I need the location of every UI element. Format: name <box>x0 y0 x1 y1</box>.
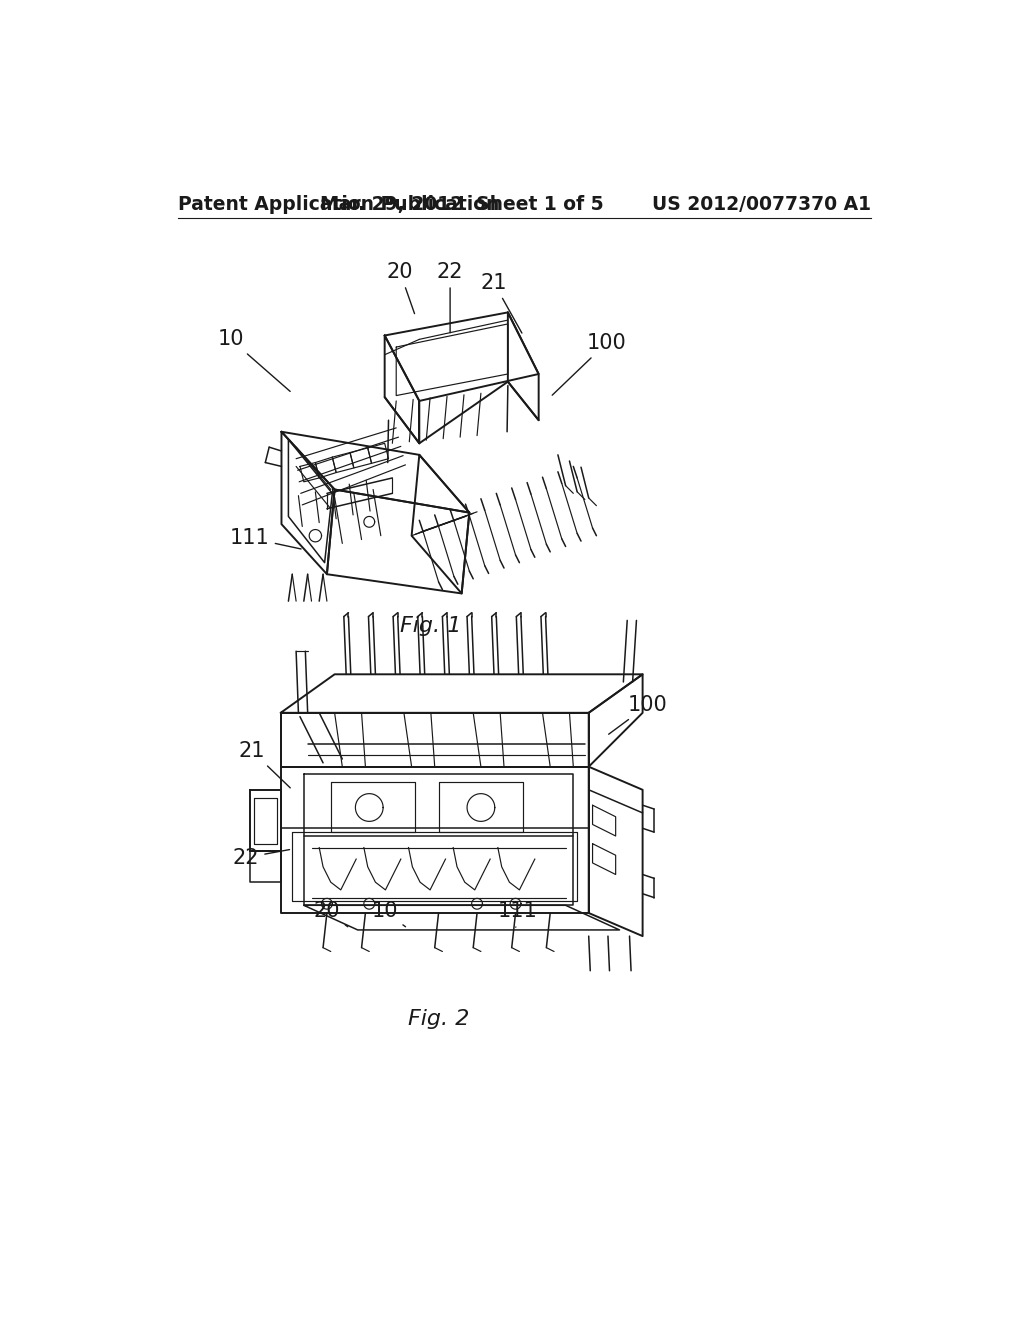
Text: 20: 20 <box>313 902 348 927</box>
Polygon shape <box>281 767 589 913</box>
Text: 22: 22 <box>232 847 290 867</box>
Polygon shape <box>385 313 539 401</box>
Text: US 2012/0077370 A1: US 2012/0077370 A1 <box>652 195 871 214</box>
Text: 100: 100 <box>608 696 668 734</box>
Text: Patent Application Publication: Patent Application Publication <box>178 195 500 214</box>
Text: 10: 10 <box>372 902 406 927</box>
Text: 111: 111 <box>230 528 301 549</box>
Text: Fig. 1: Fig. 1 <box>400 616 462 636</box>
Text: 10: 10 <box>217 330 290 392</box>
Text: 21: 21 <box>480 273 522 333</box>
Polygon shape <box>281 675 643 713</box>
Polygon shape <box>281 713 589 767</box>
Text: 20: 20 <box>387 263 415 314</box>
Polygon shape <box>250 789 281 851</box>
Text: 111: 111 <box>498 902 537 927</box>
Text: Mar. 29, 2012  Sheet 1 of 5: Mar. 29, 2012 Sheet 1 of 5 <box>319 195 603 214</box>
Text: 22: 22 <box>437 263 463 333</box>
Text: 21: 21 <box>239 742 290 788</box>
Text: 100: 100 <box>552 333 627 395</box>
Polygon shape <box>589 767 643 936</box>
Text: Fig. 2: Fig. 2 <box>408 1010 469 1030</box>
